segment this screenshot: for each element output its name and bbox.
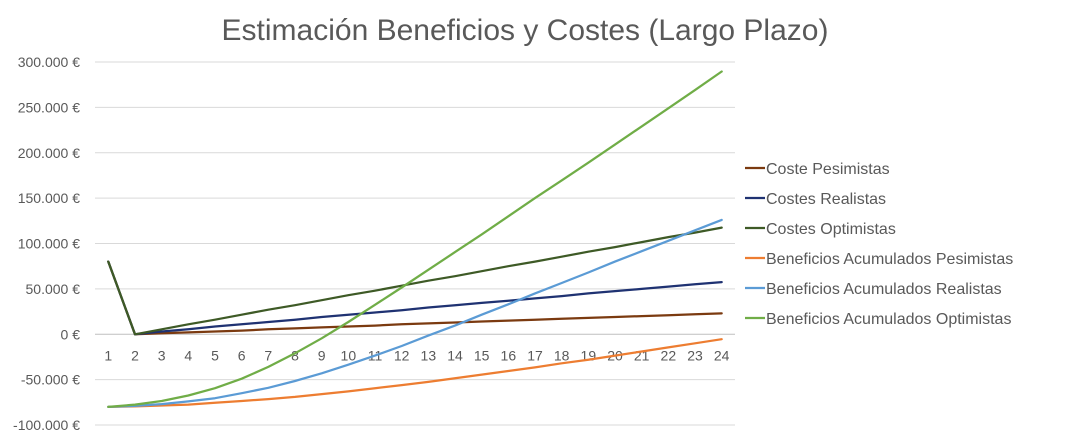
y-tick-label: 300.000 € [18, 54, 80, 70]
x-tick-label: 22 [661, 347, 677, 363]
y-axis: 300.000 € 250.000 € 200.000 € 150.000 € 100.… [13, 54, 80, 433]
legend-label: Costes Realistas [766, 191, 886, 208]
series-line-6 [107, 70, 723, 409]
x-tick-label: 10 [341, 347, 357, 363]
series-line-2 [107, 260, 723, 336]
x-tick-label: 14 [447, 347, 463, 363]
x-tick-label: 4 [184, 347, 192, 363]
x-axis: 1 2 3 4 5 6 7 8 9 10 11 12 13 14 15 16 17 18 19 20 21 22 23 24 [104, 347, 729, 363]
legend-label: Coste Pesimistas [766, 161, 890, 178]
x-tick-label: 15 [474, 347, 490, 363]
y-tick-label: 50.000 € [26, 281, 81, 297]
x-tick-label: 9 [318, 347, 326, 363]
x-tick-label: 7 [264, 347, 272, 363]
x-tick-label: 5 [211, 347, 219, 363]
y-tick-label: 0 € [61, 326, 81, 342]
series-line-4 [107, 338, 723, 409]
x-tick-label: 2 [131, 347, 139, 363]
y-tick-label: 250.000 € [18, 99, 80, 115]
series-line-1 [107, 260, 723, 336]
series-line-5 [107, 218, 723, 409]
y-tick-label: 150.000 € [18, 190, 80, 206]
x-tick-label: 12 [394, 347, 410, 363]
gridlines [95, 61, 735, 426]
legend-label: Beneficios Acumulados Optimistas [766, 311, 1011, 328]
x-tick-label: 1 [104, 347, 112, 363]
x-tick-label: 18 [554, 347, 570, 363]
y-tick-label: 100.000 € [18, 236, 80, 252]
x-tick-label: 3 [158, 347, 166, 363]
x-tick-label: 13 [421, 347, 437, 363]
x-tick-label: 24 [714, 347, 730, 363]
legend-label: Costes Optimistas [766, 221, 896, 238]
series-line-3 [107, 226, 723, 336]
legend-label: Beneficios Acumulados Realistas [766, 281, 1002, 298]
y-tick-label: -100.000 € [13, 417, 80, 433]
legend-label: Beneficios Acumulados Pesimistas [766, 251, 1013, 268]
x-tick-label: 8 [291, 347, 299, 363]
plot-area [107, 70, 723, 409]
x-tick-label: 23 [687, 347, 703, 363]
y-tick-label: -50.000 € [21, 372, 80, 388]
x-tick-label: 16 [501, 347, 517, 363]
legend: Coste Pesimistas Costes Realistas Costes O… [745, 161, 1013, 328]
x-tick-label: 6 [238, 347, 246, 363]
chart-title: Estimación Beneficios y Costes (Largo Pl… [222, 14, 829, 47]
x-tick-label: 17 [527, 347, 543, 363]
y-tick-label: 200.000 € [18, 145, 80, 161]
